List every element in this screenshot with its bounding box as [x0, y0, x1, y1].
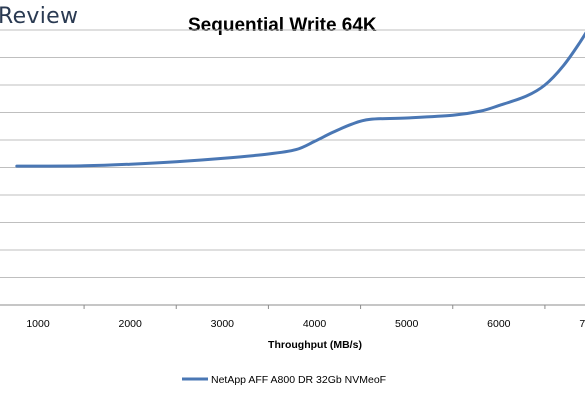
x-tick-label: 1000: [26, 318, 50, 330]
series-line: [15, 31, 585, 168]
legend: NetApp AFF A800 DR 32Gb NVMeoF: [182, 374, 386, 386]
legend-label: NetApp AFF A800 DR 32Gb NVMeoF: [211, 374, 386, 386]
x-tick-label: 2000: [118, 318, 142, 330]
x-tick-label: 3000: [211, 318, 235, 330]
x-tick-label: 6000: [487, 318, 511, 330]
brand-logo-text: Review: [0, 4, 79, 29]
x-tick-label: 7000: [579, 318, 585, 330]
gridlines: [0, 29, 585, 306]
x-tick-label: 5000: [395, 318, 419, 330]
x-axis-label: Throughput (MB/s): [268, 339, 362, 351]
x-tick-label: 4000: [303, 318, 327, 330]
x-axis-ticks: 1000 2000 3000 4000 5000 6000 7000: [26, 305, 585, 330]
chart-title: Sequential Write 64K: [188, 15, 377, 36]
series-layer: [15, 31, 585, 168]
